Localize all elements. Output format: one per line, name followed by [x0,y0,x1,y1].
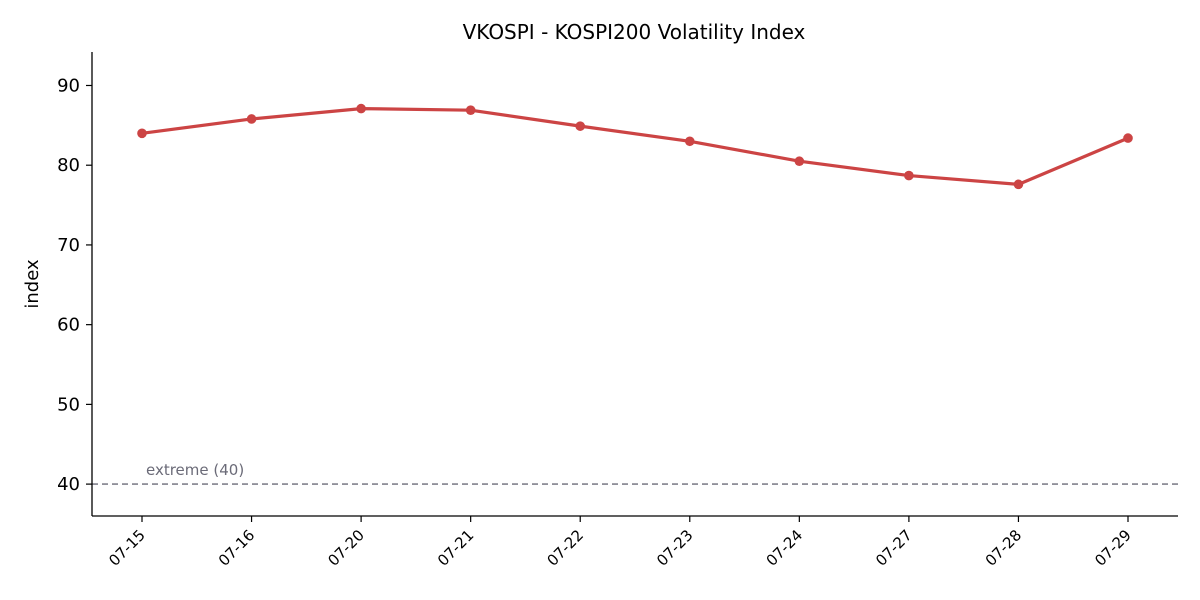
reference-line-label: extreme (40) [146,461,244,479]
y-ticks-group: 40 50 60 70 80 90 [57,75,92,495]
chart-title: VKOSPI - KOSPI200 Volatility Index [463,20,806,44]
x-tick-label: 07-29 [1091,526,1135,570]
x-tick-label: 07-21 [434,526,478,570]
data-point-07-15 [137,128,147,139]
y-tick-label: 60 [57,315,80,336]
x-tick-label: 07-22 [543,526,587,570]
x-tick-label: 07-24 [763,526,807,570]
x-tick-label: 07-15 [105,526,149,570]
data-point-07-24 [794,156,805,167]
data-point-07-28 [1013,179,1024,190]
x-tick-label: 07-28 [982,526,1026,570]
x-ticks-group: 07-15 07-16 07-20 07-21 07-22 07-23 07-24 07-27… [105,516,1135,570]
x-tick-label: 07-16 [215,526,259,570]
data-point-07-29 [1123,133,1133,143]
x-tick-label: 07-23 [653,526,697,570]
y-axis-label: index [22,259,43,309]
y-tick-label: 50 [57,394,80,415]
data-point-07-22 [575,121,586,131]
data-point-07-21 [465,105,476,115]
x-tick-label: 07-20 [324,526,368,570]
data-point-07-23 [684,136,695,147]
axes-group [91,52,1178,517]
reference-line-group: extreme (40) [92,461,1178,485]
data-point-07-16 [246,114,257,124]
y-tick-label: 70 [57,235,80,256]
y-tick-label: 90 [57,75,80,96]
series-group [137,103,1133,190]
data-point-07-20 [356,103,366,114]
y-tick-label: 80 [57,155,80,176]
y-tick-label: 40 [57,474,80,495]
data-point-07-27 [904,170,914,181]
series-line [140,107,1130,186]
x-tick-label: 07-27 [872,526,916,570]
